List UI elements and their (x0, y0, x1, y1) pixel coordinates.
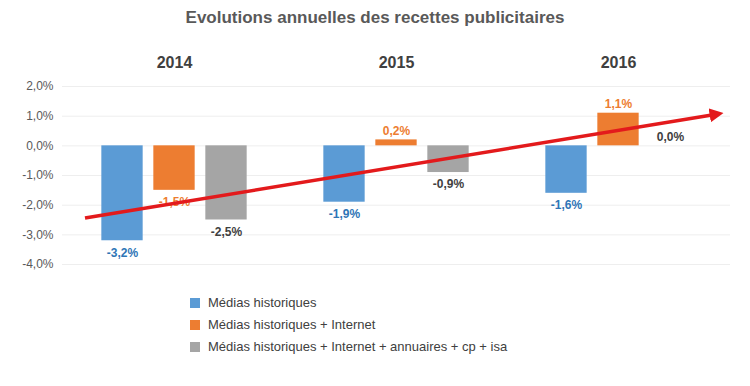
svg-text:2,0%: 2,0% (26, 79, 54, 93)
svg-text:1,0%: 1,0% (26, 109, 54, 123)
svg-text:-1,5%: -1,5% (158, 195, 191, 210)
html-text:Médias historiques: Médias historiques (208, 295, 317, 310)
html-text:Evolutions annuelles des recet: Evolutions annuelles des recettes public… (185, 8, 565, 27)
svg-text:-1,9%: -1,9% (329, 207, 361, 221)
svg-text:-2,0%: -2,0% (22, 198, 54, 212)
html-text:Médias historiques + Internet: Médias historiques + Internet + annuaire… (208, 339, 508, 354)
svg-text:-2,5%: -2,5% (211, 225, 243, 239)
svg-text:-3,0%: -3,0% (22, 228, 54, 242)
svg-text:-0,9%: -0,9% (433, 177, 465, 191)
svg-text:2016: 2016 (601, 54, 637, 71)
svg-text:-1,6%: -1,6% (551, 198, 583, 212)
svg-text:2015: 2015 (379, 54, 415, 71)
svg-text:0,0%: 0,0% (26, 139, 54, 153)
svg-text:0,0%: 0,0% (657, 130, 685, 144)
svg-text:0,2%: 0,2% (383, 124, 411, 138)
svg-text:-3,2%: -3,2% (107, 246, 139, 260)
svg-text:-4,0%: -4,0% (22, 257, 54, 271)
svg-text:2014: 2014 (157, 54, 193, 71)
svg-text:1,1%: 1,1% (605, 97, 633, 111)
html-text:Médias historiques + Internet: Médias historiques + Internet (208, 317, 376, 332)
svg-text:-1,0%: -1,0% (22, 168, 54, 182)
